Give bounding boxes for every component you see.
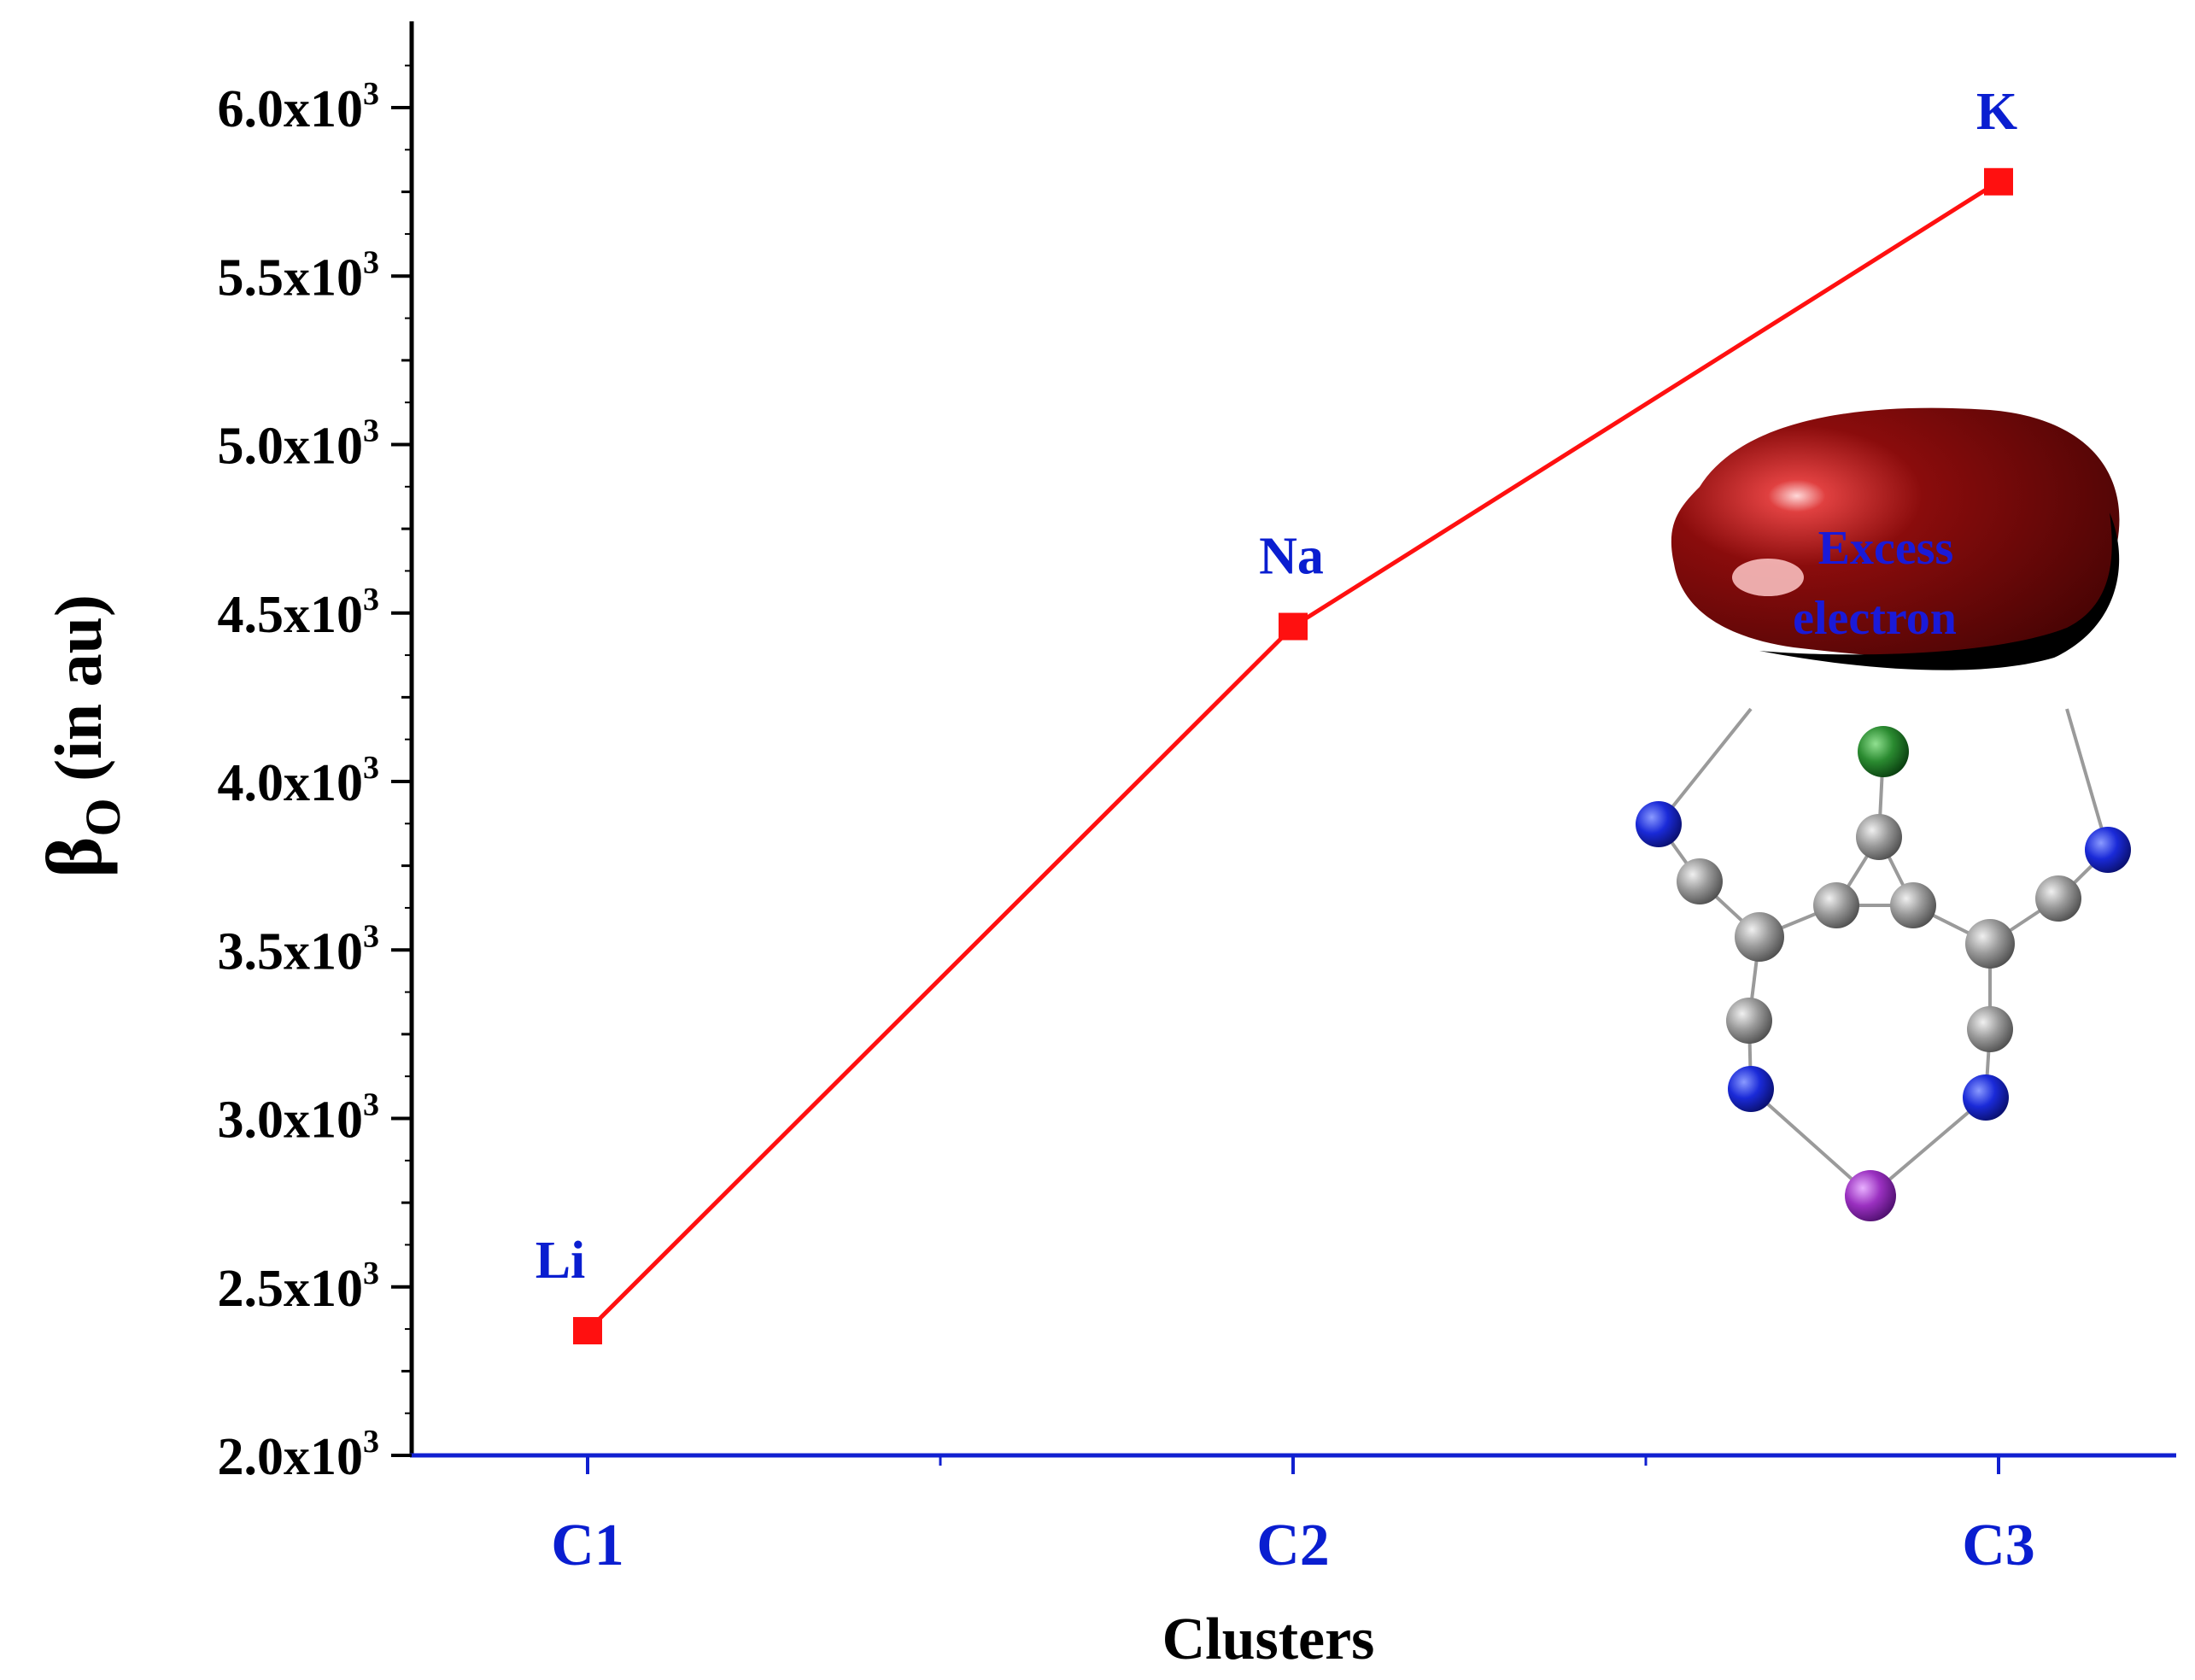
inset-label-line1: Excess bbox=[1818, 522, 1954, 575]
ylabel-rest: (in au) bbox=[41, 594, 115, 798]
x-ticks: C1 C2 C3 bbox=[551, 1455, 2035, 1578]
lobe-shadow bbox=[1759, 512, 2120, 670]
series-layer: Li Na K bbox=[536, 83, 2017, 1345]
nitrogen-atom bbox=[1636, 801, 1682, 847]
oxygen-atom bbox=[1858, 726, 1909, 777]
data-point-marker bbox=[573, 1317, 602, 1345]
carbon-atom bbox=[1726, 998, 1772, 1044]
molecule-inset: Excess electron bbox=[1636, 407, 2131, 1221]
y-tick-label: 3.0x103 bbox=[218, 1087, 380, 1150]
inset-label-line2: electron bbox=[1793, 592, 1957, 645]
y-ticks: 2.0x103 2.5x103 3.0x103 3.5x103 4.0x103 4.5x1… bbox=[218, 64, 412, 1486]
y-tick-label: 5.5x103 bbox=[218, 244, 380, 307]
y-tick-label: 5.0x103 bbox=[218, 413, 380, 476]
y-axis-label: βO (in au) bbox=[31, 594, 131, 878]
nitrogen-atom bbox=[2085, 827, 2131, 873]
carbon-atom bbox=[1856, 814, 1902, 860]
carbon-atom bbox=[1890, 882, 1936, 928]
y-tick-label: 2.5x103 bbox=[218, 1256, 380, 1318]
carbon-atom bbox=[1677, 858, 1723, 904]
carbon-atom bbox=[1965, 919, 2015, 969]
carbon-atom bbox=[1967, 1006, 2013, 1052]
x-tick-label: C1 bbox=[551, 1513, 624, 1578]
inset-bonds bbox=[1657, 707, 2110, 1197]
x-tick-label: C3 bbox=[1962, 1513, 2035, 1578]
y-tick-label: 2.0x103 bbox=[218, 1424, 380, 1486]
carbon-atom bbox=[1813, 882, 1859, 928]
x-tick-label: C2 bbox=[1256, 1513, 1330, 1578]
nitrogen-atom bbox=[1728, 1066, 1774, 1112]
excess-electron-lobe bbox=[1671, 407, 2120, 659]
ylabel-symbol: β bbox=[31, 837, 118, 878]
y-tick-label: 3.5x103 bbox=[218, 918, 380, 980]
series-line bbox=[586, 179, 2000, 1332]
data-point-marker bbox=[1984, 167, 2013, 196]
data-point-label: Li bbox=[536, 1232, 586, 1290]
y-tick-label: 4.5x103 bbox=[218, 582, 380, 644]
data-point-label: Na bbox=[1259, 528, 1324, 586]
lobe-highlight bbox=[1732, 559, 1804, 596]
nitrogen-atom bbox=[1963, 1074, 2009, 1121]
x-axis-label: Clusters bbox=[1162, 1607, 1375, 1672]
svg-text:βO (in au): βO (in au) bbox=[31, 594, 131, 878]
data-point-marker bbox=[1279, 612, 1308, 641]
carbon-atom bbox=[1735, 912, 1784, 962]
y-tick-label: 4.0x103 bbox=[218, 750, 380, 812]
alkali-atom bbox=[1845, 1170, 1896, 1221]
carbon-atom bbox=[2035, 875, 2081, 922]
y-tick-label: 6.0x103 bbox=[218, 76, 380, 138]
data-point-label: K bbox=[1976, 83, 2017, 141]
ylabel-subscript: O bbox=[75, 798, 131, 836]
